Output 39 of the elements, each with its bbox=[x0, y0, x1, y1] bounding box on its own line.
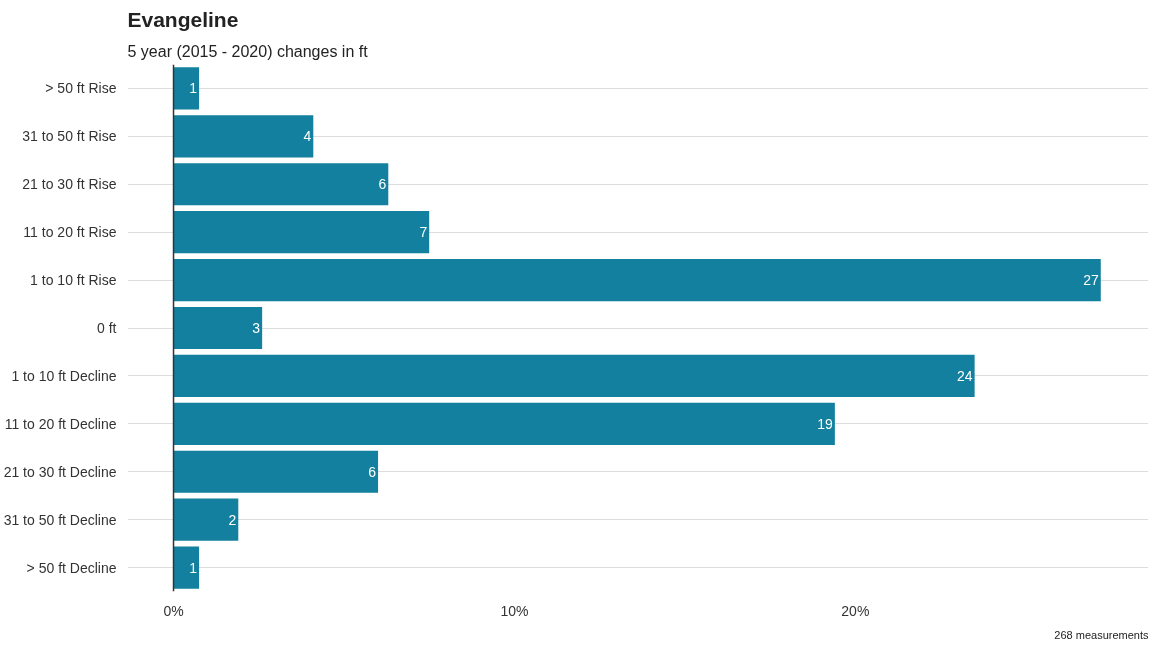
x-tick-label: 0% bbox=[163, 602, 184, 619]
data-label: 1 bbox=[189, 559, 198, 576]
y-tick-label: 0 ft bbox=[97, 320, 117, 336]
data-label: 6 bbox=[378, 176, 387, 193]
y-tick-label: > 50 ft Decline bbox=[26, 559, 117, 576]
y-tick-label: 31 to 50 ft Rise bbox=[22, 128, 117, 145]
y-tick-label: 21 to 30 ft Decline bbox=[3, 463, 117, 480]
bar bbox=[173, 115, 314, 158]
x-tick-label: 10% bbox=[500, 602, 529, 619]
bar bbox=[173, 450, 379, 493]
data-label: 6 bbox=[368, 463, 377, 480]
y-tick-label: 11 to 20 ft Decline bbox=[4, 415, 117, 432]
data-label: 7 bbox=[419, 224, 428, 241]
bar bbox=[173, 211, 430, 254]
bar bbox=[173, 498, 239, 541]
data-label: 19 bbox=[817, 415, 834, 432]
data-label: 3 bbox=[252, 320, 261, 336]
bar bbox=[173, 546, 200, 589]
bar bbox=[173, 402, 835, 445]
bar bbox=[173, 67, 200, 110]
data-label: 27 bbox=[1083, 272, 1099, 289]
y-tick-label: 1 to 10 ft Rise bbox=[30, 272, 117, 289]
chart-title: Evangeline bbox=[127, 7, 239, 31]
data-label: 2 bbox=[228, 511, 237, 528]
bar bbox=[173, 306, 263, 350]
bar bbox=[173, 354, 975, 397]
text: 268 measurements bbox=[1054, 628, 1149, 641]
data-label: 4 bbox=[303, 128, 312, 145]
bar bbox=[173, 163, 389, 206]
x-tick-label: 20% bbox=[841, 602, 870, 619]
y-tick-label: 21 to 30 ft Rise bbox=[22, 176, 117, 193]
data-label: 1 bbox=[189, 80, 198, 97]
y-tick-label: 1 to 10 ft Decline bbox=[11, 367, 117, 384]
y-tick-label: > 50 ft Rise bbox=[45, 80, 117, 97]
data-label: 24 bbox=[957, 367, 973, 384]
bar bbox=[173, 259, 1101, 302]
chart-subtitle: 5 year (2015 - 2020) changes in ft bbox=[127, 42, 369, 60]
y-tick-label: 11 to 20 ft Rise bbox=[23, 224, 117, 241]
y-tick-label: 31 to 50 ft Decline bbox=[3, 511, 117, 528]
